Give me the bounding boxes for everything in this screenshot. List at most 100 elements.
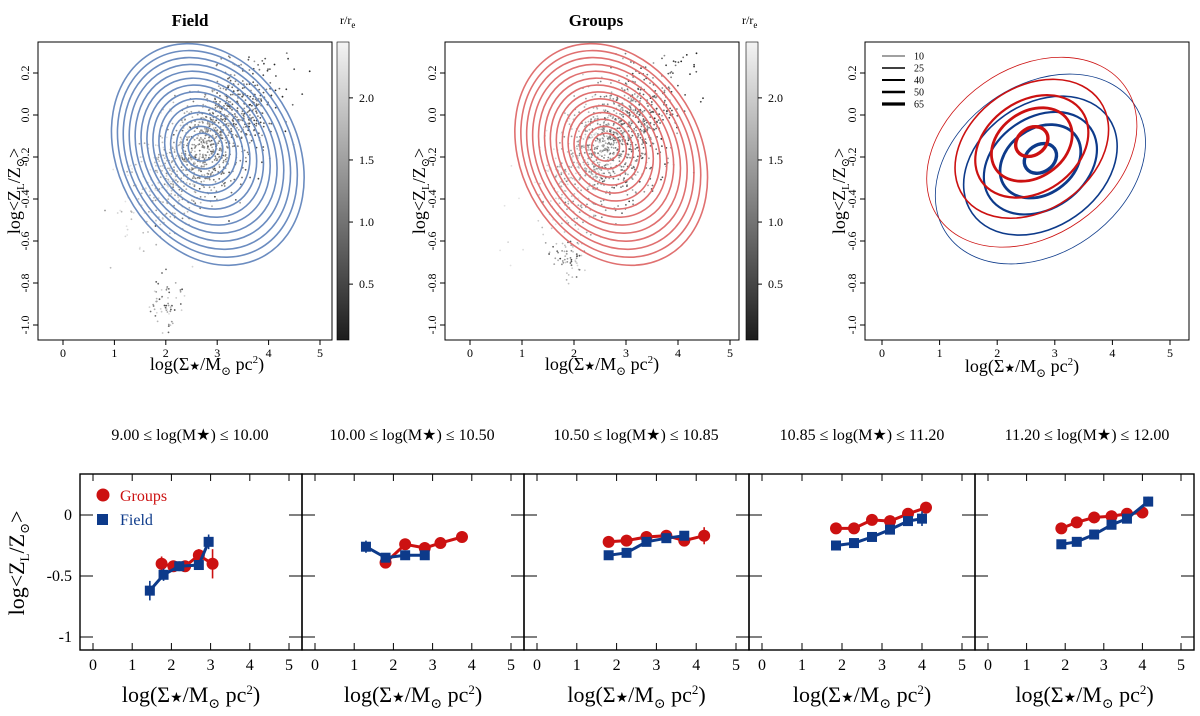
scatter-point [609, 129, 611, 131]
scatter-point [648, 109, 651, 111]
scatter-point [622, 165, 625, 168]
scatter-point [622, 179, 625, 181]
scatter-point [198, 121, 201, 124]
scatter-point [628, 114, 631, 117]
scatter-point [628, 200, 631, 203]
scatter-point [567, 282, 570, 285]
scatter-point [153, 290, 156, 293]
scatter-point [155, 243, 158, 246]
scatter-point [565, 279, 568, 281]
scatter-point [620, 186, 622, 189]
scatter-point [209, 129, 212, 132]
scatter-point [518, 197, 520, 200]
groups-ylabel: log<ZL/Z⊙> [409, 148, 432, 234]
scatter-point [155, 297, 158, 300]
scatter-point [663, 109, 665, 112]
scatter-point [548, 253, 550, 255]
scatter-point [219, 100, 221, 103]
scatter-point [236, 107, 239, 109]
scatter-point [156, 171, 159, 174]
x-tick-label: 3 [207, 657, 215, 674]
scatter-point [179, 289, 182, 291]
scatter-point [578, 154, 581, 157]
legend-level-label: 50 [914, 88, 924, 99]
y-tick-label: -0.4 [845, 190, 859, 209]
scatter-point [558, 182, 561, 185]
scatter-point [194, 150, 196, 153]
scatter-point [205, 115, 207, 118]
scatter-point [591, 136, 594, 139]
scatter-point [237, 83, 240, 86]
scatter-point [632, 115, 635, 117]
scatter-point [257, 64, 259, 66]
x-tick-label: 3 [1100, 657, 1108, 674]
field-line [365, 545, 425, 560]
field-point [144, 585, 155, 596]
scatter-point [159, 223, 162, 226]
scatter-point [274, 106, 277, 109]
scatter-point [211, 146, 214, 149]
scatter-point [658, 113, 661, 115]
scatter-point [234, 115, 237, 118]
scatter-point [161, 136, 164, 139]
scatter-point [171, 122, 174, 125]
scatter-point [617, 178, 620, 181]
scatter-point [155, 291, 158, 293]
scatter-point [564, 179, 567, 182]
density-contour [128, 63, 285, 242]
scatter-point [605, 123, 608, 126]
scatter-point [572, 250, 574, 253]
scatter-point [584, 174, 587, 176]
scatter-point [595, 106, 598, 109]
scatter-point [170, 173, 173, 175]
scatter-point [200, 165, 203, 168]
scatter-point [593, 166, 595, 169]
scatter-point [601, 155, 603, 158]
scatter-point [204, 177, 207, 180]
scatter-point [253, 119, 256, 122]
scatter-point [237, 129, 240, 131]
scatter-point [564, 170, 567, 173]
scatter-point [638, 104, 641, 106]
scatter-point [206, 147, 209, 150]
scatter-point [619, 136, 622, 139]
scatter-point [634, 191, 637, 194]
y-tick-label: 0.0 [18, 108, 32, 123]
scatter-point [575, 253, 578, 256]
scatter-point [634, 109, 637, 111]
bottom-frame [301, 473, 525, 651]
scatter-point [602, 140, 604, 143]
scatter-point [636, 96, 639, 99]
scatter-point [219, 87, 222, 90]
scatter-point [194, 124, 197, 126]
scatter-point [643, 190, 646, 193]
scatter-point [161, 154, 164, 157]
scatter-point [575, 257, 578, 260]
scatter-point [569, 257, 572, 259]
field-point [1071, 536, 1082, 547]
scatter-point [228, 84, 231, 87]
scatter-point [596, 147, 598, 150]
scatter-point [594, 214, 597, 217]
scatter-point [606, 142, 609, 145]
scatter-point [218, 166, 221, 168]
bin-title-3: 10.50 ≤ log(M★) ≤ 10.85 [553, 427, 718, 444]
scatter-point [541, 226, 544, 229]
scatter-point [596, 182, 599, 185]
scatter-point [538, 182, 541, 185]
scatter-point [176, 180, 179, 183]
density-contour [525, 56, 695, 251]
scatter-point [612, 143, 615, 146]
scatter-point [216, 80, 219, 83]
scatter-point [192, 200, 195, 203]
scatter-point [655, 148, 658, 151]
scatter-point [240, 130, 243, 133]
scatter-point [636, 136, 639, 139]
scatter-point [196, 127, 199, 130]
scatter-point [189, 183, 191, 185]
scatter-point [171, 160, 174, 163]
scatter-point [262, 146, 265, 148]
overlay-contour [934, 73, 1146, 265]
scatter-point [587, 120, 590, 123]
